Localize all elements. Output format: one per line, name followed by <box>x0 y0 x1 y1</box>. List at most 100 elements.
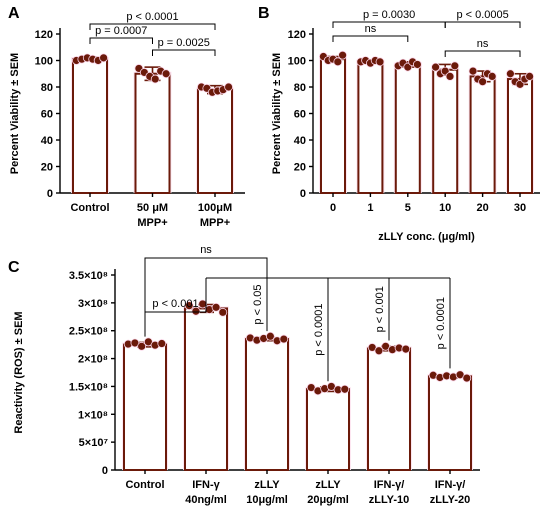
x-tick-label: 0 <box>330 202 336 214</box>
y-tick-label: 120 <box>35 29 53 41</box>
x-tick-label-line: zLLY <box>254 479 280 491</box>
data-point <box>468 66 478 76</box>
panel-letter-c: C <box>8 259 20 276</box>
data-point <box>157 339 167 348</box>
sig-label: p < 0.001 <box>374 286 386 332</box>
x-tick-label-line: zLLY <box>315 479 341 491</box>
x-tick-label: IFN-γ 40ng/ml <box>185 479 227 506</box>
data-point <box>218 307 228 317</box>
x-tick-label: 1 <box>367 202 373 214</box>
x-tick-label: 30 <box>514 202 526 214</box>
data-point <box>487 72 497 81</box>
x-tick-label: IFN-γ/zLLY-20 <box>430 479 471 506</box>
x-tick-label-line: 20 <box>476 202 488 214</box>
y-axis-label: Reactivity (ROS) ± SEM <box>13 311 25 433</box>
data-point <box>338 50 348 60</box>
y-tick-label: 20 <box>41 162 53 174</box>
bar <box>123 343 167 471</box>
sig-label: p < 0.0005 <box>456 9 508 21</box>
x-tick-label: 100μM MPP+ <box>198 202 232 229</box>
data-point <box>374 346 384 356</box>
sig-label: p = 0.0030 <box>363 9 415 21</box>
x-tick-label-line: Control <box>125 479 164 491</box>
x-tick-label: 10 <box>439 202 451 214</box>
data-point <box>137 341 147 351</box>
y-tick-label: 80 <box>294 82 306 94</box>
data-point <box>184 301 194 311</box>
x-tick-label-line: 100μM <box>198 202 232 214</box>
y-tick-label: 100 <box>35 56 53 68</box>
sig-bracket <box>152 49 216 56</box>
data-point <box>450 61 460 71</box>
bar <box>507 78 533 194</box>
sig-bracket <box>444 21 521 28</box>
sig-label: p < 0.0001 <box>313 303 325 355</box>
panel-letter-a: A <box>8 5 20 22</box>
x-tick-label: 5 <box>405 202 411 214</box>
x-tick-label-line: 0 <box>330 202 336 214</box>
data-point <box>265 331 275 341</box>
x-axis-label: zLLY conc. (μg/ml) <box>378 231 475 243</box>
y-tick-label: 0 <box>47 188 53 200</box>
x-tick-label: Control <box>125 479 164 491</box>
sig-label: p < 0.05 <box>252 284 264 324</box>
bar <box>134 72 171 194</box>
data-point <box>401 344 411 354</box>
data-point <box>99 53 108 63</box>
bar <box>245 338 289 472</box>
y-tick-label: 20 <box>294 162 306 174</box>
data-point <box>462 373 472 383</box>
x-tick-label-line: IFN-γ/ <box>435 479 466 491</box>
bar <box>394 63 421 194</box>
y-tick-label: 100 <box>288 56 306 68</box>
data-point <box>161 69 171 79</box>
y-axis-label: Percent Viability ± SEM <box>9 53 21 174</box>
data-point <box>431 62 441 72</box>
bar <box>357 60 384 195</box>
data-point <box>333 57 343 67</box>
y-tick-label: 2×10⁸ <box>78 354 108 366</box>
sig-bracket <box>444 50 521 57</box>
data-point <box>198 299 208 309</box>
y-tick-label: 3×10⁸ <box>78 298 108 310</box>
bar <box>72 58 108 194</box>
data-point <box>150 74 160 84</box>
sig-label: p = 0.0007 <box>95 25 147 37</box>
sig-bracket <box>89 23 216 30</box>
x-tick-label-line: 30 <box>514 202 526 214</box>
y-tick-label: 60 <box>294 109 306 121</box>
bar <box>184 307 228 471</box>
x-tick-label-line: 40ng/ml <box>185 494 227 506</box>
x-tick-label: zLLY 20μg/ml <box>307 479 349 506</box>
x-tick-label-line: IFN-γ/ <box>374 479 405 491</box>
y-tick-label: 5×10⁷ <box>79 437 109 449</box>
x-tick-label: 50 μM MPP+ <box>137 202 168 229</box>
bar <box>428 375 472 471</box>
y-tick-label: 2.5×10⁸ <box>69 326 108 338</box>
data-point <box>224 82 234 92</box>
panel-c-chart: 0 5×10⁷ 1×10⁸ 1.5×10⁸ 2×10⁸ 2.5×10⁸ 3×10⁸ 3.5×1… <box>13 244 480 506</box>
data-point <box>525 72 534 81</box>
bar <box>432 68 459 194</box>
data-point <box>445 72 455 81</box>
data-point <box>191 306 201 316</box>
sig-label: p < 0.0001 <box>435 297 447 349</box>
bar <box>306 388 350 472</box>
x-tick-label-line: 20μg/ml <box>307 494 349 506</box>
y-tick-label: 40 <box>41 135 53 147</box>
x-tick-label-line: 10μg/ml <box>246 494 288 506</box>
bar <box>197 88 233 194</box>
bar <box>320 58 346 194</box>
y-axis-label: Percent Viability ± SEM <box>271 53 283 174</box>
y-tick-label: 1.5×10⁸ <box>69 381 108 393</box>
sig-label: p < 0.001 <box>152 298 198 310</box>
x-tick-label: zLLY 10μg/ml <box>246 479 288 506</box>
x-tick-label-line: IFN-γ <box>192 479 220 491</box>
data-point <box>375 57 385 67</box>
x-tick-label-line: MPP+ <box>200 217 230 229</box>
x-tick-label-line: 50 μM <box>137 202 168 214</box>
sig-bracket <box>144 257 268 325</box>
x-tick-label: IFN-γ/zLLY-10 <box>369 479 410 506</box>
